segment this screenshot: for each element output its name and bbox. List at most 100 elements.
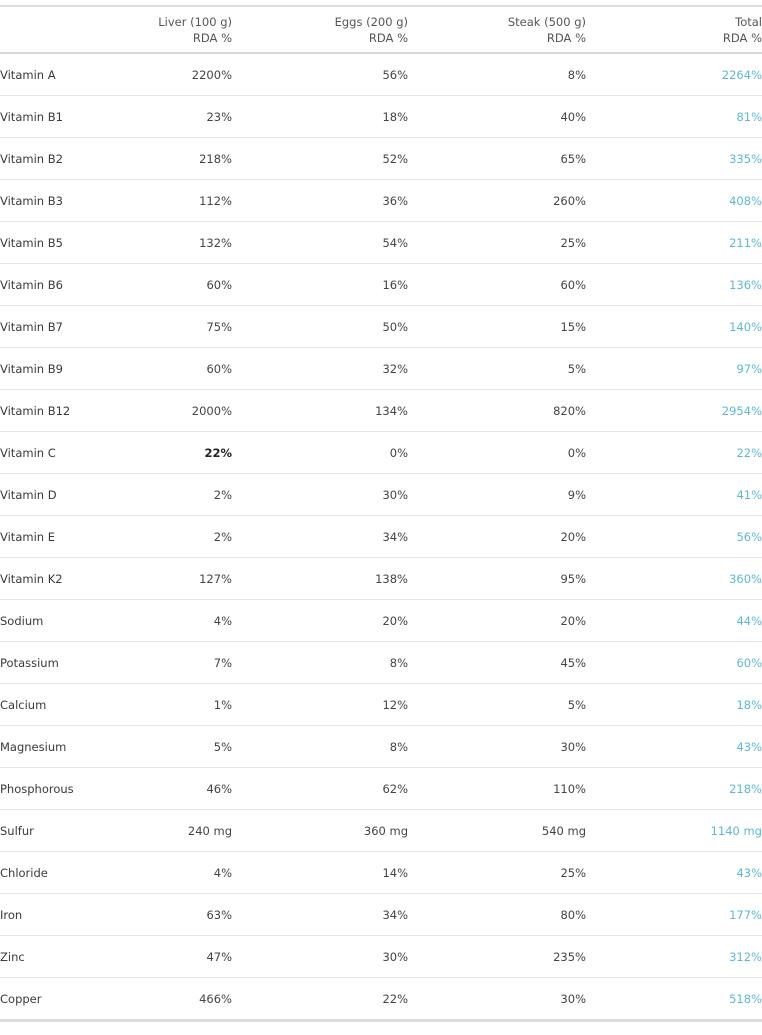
liver-rda-cell: 22% bbox=[120, 431, 232, 474]
liver-rda-cell: 466% bbox=[120, 977, 232, 1022]
nutrient-name-cell: Vitamin B9 bbox=[0, 347, 120, 390]
nutrient-name-cell: Potassium bbox=[0, 641, 120, 684]
steak-rda-cell: 20% bbox=[408, 515, 586, 558]
table-body: Vitamin A 2200% 56% 8% 2264% Vitamin B1 23% 18%… bbox=[0, 53, 762, 1022]
liver-rda-cell: 60% bbox=[120, 347, 232, 390]
eggs-rda-cell: 8% bbox=[232, 725, 408, 768]
liver-rda-cell: 46% bbox=[120, 767, 232, 810]
eggs-rda-cell: 50% bbox=[232, 305, 408, 348]
header-total-title: Total bbox=[735, 14, 762, 29]
total-rda-cell: 43% bbox=[586, 851, 762, 894]
total-rda-cell: 56% bbox=[586, 515, 762, 558]
eggs-rda-cell: 54% bbox=[232, 221, 408, 264]
liver-rda-cell: 2200% bbox=[120, 53, 232, 96]
total-rda-cell: 60% bbox=[586, 641, 762, 684]
steak-rda-cell: 0% bbox=[408, 431, 586, 474]
nutrient-name-cell: Zinc bbox=[0, 935, 120, 978]
table-row: Sodium 4% 20% 20% 44% bbox=[0, 599, 762, 642]
liver-rda-cell: 4% bbox=[120, 851, 232, 894]
steak-rda-cell: 540 mg bbox=[408, 809, 586, 852]
nutrient-name-cell: Vitamin K2 bbox=[0, 557, 120, 600]
steak-rda-cell: 25% bbox=[408, 221, 586, 264]
nutrient-name-cell: Sodium bbox=[0, 599, 120, 642]
nutrient-name-cell: Vitamin B12 bbox=[0, 389, 120, 432]
nutrient-name-cell: Magnesium bbox=[0, 725, 120, 768]
table-row: Vitamin B7 75% 50% 15% 140% bbox=[0, 305, 762, 348]
header-total-unit: RDA % bbox=[722, 30, 762, 45]
steak-rda-cell: 5% bbox=[408, 683, 586, 726]
total-rda-cell: 218% bbox=[586, 767, 762, 810]
eggs-rda-cell: 16% bbox=[232, 263, 408, 306]
liver-rda-cell: 2% bbox=[120, 515, 232, 558]
table-row: Potassium 7% 8% 45% 60% bbox=[0, 641, 762, 684]
table-row: Phosphorous 46% 62% 110% 218% bbox=[0, 767, 762, 810]
steak-rda-cell: 5% bbox=[408, 347, 586, 390]
eggs-rda-cell: 0% bbox=[232, 431, 408, 474]
total-rda-cell: 211% bbox=[586, 221, 762, 264]
table-row: Calcium 1% 12% 5% 18% bbox=[0, 683, 762, 726]
total-rda-cell: 408% bbox=[586, 179, 762, 222]
steak-rda-cell: 20% bbox=[408, 599, 586, 642]
header-steak: Steak (500 g) RDA % bbox=[408, 7, 586, 54]
liver-rda-cell: 5% bbox=[120, 725, 232, 768]
nutrient-name-cell: Vitamin B3 bbox=[0, 179, 120, 222]
eggs-rda-cell: 360 mg bbox=[232, 809, 408, 852]
total-rda-cell: 335% bbox=[586, 137, 762, 180]
total-rda-cell: 312% bbox=[586, 935, 762, 978]
eggs-rda-cell: 8% bbox=[232, 641, 408, 684]
nutrient-name-cell: Calcium bbox=[0, 683, 120, 726]
liver-rda-cell: 75% bbox=[120, 305, 232, 348]
nutrient-name-cell: Vitamin C bbox=[0, 431, 120, 474]
nutrient-name-cell: Vitamin B1 bbox=[0, 95, 120, 138]
nutrient-name-cell: Vitamin E bbox=[0, 515, 120, 558]
total-rda-cell: 81% bbox=[586, 95, 762, 138]
table-row: Vitamin B3 112% 36% 260% 408% bbox=[0, 179, 762, 222]
total-rda-cell: 360% bbox=[586, 557, 762, 600]
total-rda-cell: 41% bbox=[586, 473, 762, 516]
liver-rda-cell: 218% bbox=[120, 137, 232, 180]
nutrient-name-cell: Vitamin B2 bbox=[0, 137, 120, 180]
header-liver-unit: RDA % bbox=[192, 30, 232, 45]
total-rda-cell: 518% bbox=[586, 977, 762, 1022]
header-liver-title: Liver (100 g) bbox=[158, 14, 232, 29]
total-rda-cell: 97% bbox=[586, 347, 762, 390]
table-header: Liver (100 g) RDA % Eggs (200 g) RDA % S… bbox=[0, 7, 762, 54]
eggs-rda-cell: 14% bbox=[232, 851, 408, 894]
steak-rda-cell: 45% bbox=[408, 641, 586, 684]
steak-rda-cell: 235% bbox=[408, 935, 586, 978]
nutrient-name-cell: Sulfur bbox=[0, 809, 120, 852]
eggs-rda-cell: 34% bbox=[232, 515, 408, 558]
nutrient-name-cell: Vitamin A bbox=[0, 53, 120, 96]
header-row: Liver (100 g) RDA % Eggs (200 g) RDA % S… bbox=[0, 7, 762, 54]
steak-rda-cell: 40% bbox=[408, 95, 586, 138]
eggs-rda-cell: 134% bbox=[232, 389, 408, 432]
header-eggs-unit: RDA % bbox=[368, 30, 408, 45]
steak-rda-cell: 60% bbox=[408, 263, 586, 306]
table-row: Vitamin K2 127% 138% 95% 360% bbox=[0, 557, 762, 600]
eggs-rda-cell: 56% bbox=[232, 53, 408, 96]
table-row: Vitamin D 2% 30% 9% 41% bbox=[0, 473, 762, 516]
table-row: Vitamin A 2200% 56% 8% 2264% bbox=[0, 53, 762, 96]
eggs-rda-cell: 22% bbox=[232, 977, 408, 1022]
table-row: Chloride 4% 14% 25% 43% bbox=[0, 851, 762, 894]
eggs-rda-cell: 32% bbox=[232, 347, 408, 390]
total-rda-cell: 140% bbox=[586, 305, 762, 348]
eggs-rda-cell: 20% bbox=[232, 599, 408, 642]
table-row: Sulfur 240 mg 360 mg 540 mg 1140 mg bbox=[0, 809, 762, 852]
table-row: Vitamin B1 23% 18% 40% 81% bbox=[0, 95, 762, 138]
steak-rda-cell: 8% bbox=[408, 53, 586, 96]
nutrition-rda-table: Liver (100 g) RDA % Eggs (200 g) RDA % S… bbox=[0, 7, 762, 1022]
header-steak-unit: RDA % bbox=[546, 30, 586, 45]
eggs-rda-cell: 36% bbox=[232, 179, 408, 222]
total-rda-cell: 177% bbox=[586, 893, 762, 936]
liver-rda-cell: 2000% bbox=[120, 389, 232, 432]
liver-rda-cell: 2% bbox=[120, 473, 232, 516]
total-rda-cell: 44% bbox=[586, 599, 762, 642]
liver-rda-cell: 1% bbox=[120, 683, 232, 726]
nutrition-table-container: Liver (100 g) RDA % Eggs (200 g) RDA % S… bbox=[0, 5, 762, 1022]
header-nutrient bbox=[0, 7, 120, 54]
liver-rda-cell: 132% bbox=[120, 221, 232, 264]
eggs-rda-cell: 12% bbox=[232, 683, 408, 726]
header-eggs-title: Eggs (200 g) bbox=[334, 14, 408, 29]
table-row: Iron 63% 34% 80% 177% bbox=[0, 893, 762, 936]
